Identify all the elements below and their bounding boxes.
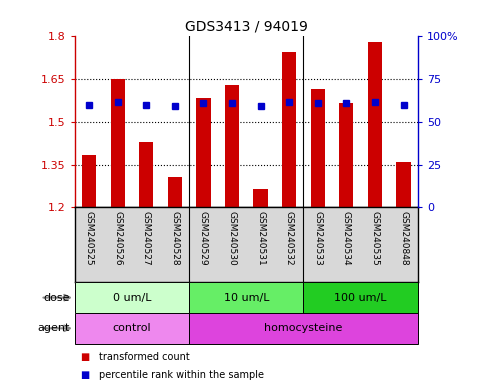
- Text: agent: agent: [38, 323, 70, 333]
- Bar: [75, 282, 189, 313]
- Bar: [303, 282, 418, 313]
- Text: control: control: [113, 323, 151, 333]
- Text: GSM240529: GSM240529: [199, 211, 208, 266]
- Text: dose: dose: [43, 293, 70, 303]
- Text: GSM240530: GSM240530: [227, 211, 237, 266]
- Bar: [189, 282, 303, 313]
- Bar: [189, 313, 418, 344]
- Text: 10 um/L: 10 um/L: [224, 293, 269, 303]
- Bar: [111, 79, 125, 207]
- Text: GSM240534: GSM240534: [342, 211, 351, 266]
- Text: GSM240532: GSM240532: [284, 211, 294, 266]
- Bar: [196, 98, 211, 207]
- Text: ■: ■: [80, 351, 89, 362]
- Text: GSM240848: GSM240848: [399, 211, 408, 266]
- Text: transformed count: transformed count: [99, 351, 190, 362]
- Bar: [139, 142, 154, 207]
- Text: ■: ■: [80, 370, 89, 380]
- Text: 100 um/L: 100 um/L: [334, 293, 387, 303]
- Text: homocysteine: homocysteine: [264, 323, 342, 333]
- Bar: [225, 85, 239, 207]
- Bar: [339, 103, 354, 207]
- Text: GSM240525: GSM240525: [85, 211, 94, 266]
- Bar: [82, 155, 96, 207]
- Bar: [168, 177, 182, 207]
- Bar: [75, 313, 189, 344]
- Title: GDS3413 / 94019: GDS3413 / 94019: [185, 20, 308, 34]
- Text: GSM240535: GSM240535: [370, 211, 380, 266]
- Bar: [368, 42, 382, 207]
- Text: GSM240526: GSM240526: [113, 211, 122, 266]
- Text: GSM240531: GSM240531: [256, 211, 265, 266]
- Bar: [254, 189, 268, 207]
- Text: GSM240527: GSM240527: [142, 211, 151, 266]
- Bar: [311, 89, 325, 207]
- Text: percentile rank within the sample: percentile rank within the sample: [99, 370, 264, 380]
- Bar: [282, 52, 297, 207]
- Text: 0 um/L: 0 um/L: [113, 293, 151, 303]
- Text: GSM240528: GSM240528: [170, 211, 179, 266]
- Text: GSM240533: GSM240533: [313, 211, 322, 266]
- Bar: [397, 162, 411, 207]
